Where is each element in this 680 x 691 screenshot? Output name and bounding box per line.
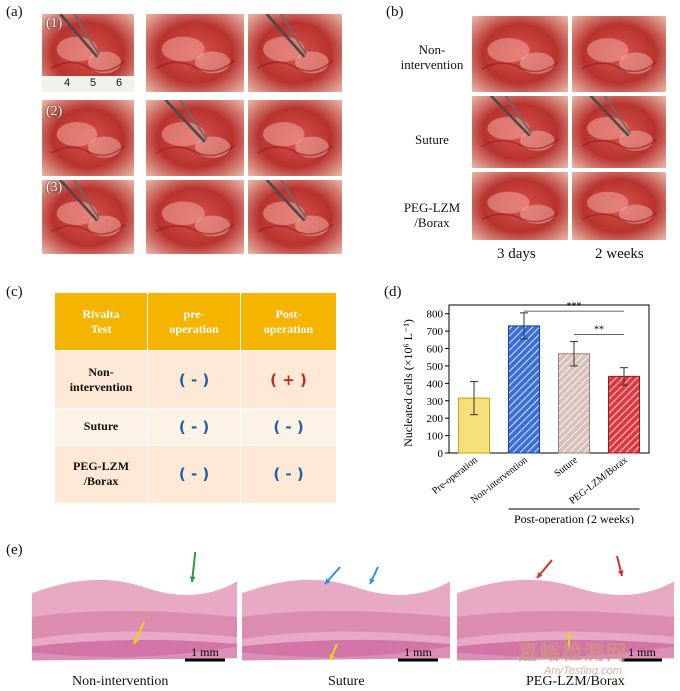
ruler-number: 5 <box>90 77 97 89</box>
row-label-non-intervention: Non- intervention <box>400 42 464 72</box>
bar <box>608 375 640 454</box>
table-row: Non- intervention ( - ) ( + ) <box>53 350 337 410</box>
panel-label-c: (c) <box>6 284 23 300</box>
row-label: Non- intervention <box>53 350 149 410</box>
surgery-photo <box>42 100 134 176</box>
header-rivalta-test: Rivalta Test <box>53 291 149 352</box>
arrow-head-icon <box>133 638 139 644</box>
healing-photo <box>572 16 666 92</box>
x-group-label: Post-operation (2 weeks) <box>514 512 634 524</box>
post-result: ( - ) <box>240 408 337 446</box>
significance-label: ** <box>594 325 604 336</box>
arrow-head-icon <box>537 572 543 578</box>
y-tick-label: 400 <box>427 378 444 390</box>
nucleated-cells-bar-chart: Nucleated cells (×10⁶ L⁻¹) 0 100 200 300 400… <box>401 301 650 524</box>
table-row: PEG-LZM /Borax ( - ) ( - ) <box>53 444 337 505</box>
negative-result: ( - ) <box>178 417 210 436</box>
watermark-en: AnyTesting.com <box>544 665 622 677</box>
y-tick-label: 0 <box>438 448 444 460</box>
healing-photo <box>572 172 666 240</box>
scale-bar-label: 1 mm <box>404 645 432 659</box>
header-pre-operation: pre- operation <box>147 291 242 352</box>
bar <box>558 353 590 454</box>
y-tick-label: 600 <box>427 344 444 356</box>
table-row: Suture ( - ) ( - ) <box>53 408 337 446</box>
arrow-head-icon <box>329 654 335 660</box>
pre-result: ( - ) <box>147 444 242 505</box>
y-tick-label: 700 <box>427 326 444 338</box>
healing-photo <box>472 16 568 92</box>
watermark-cn: 嘉峪检测网 <box>518 640 628 664</box>
rivalta-table: Rivalta Test pre- operation Post- operat… <box>53 291 337 505</box>
watermark: 嘉峪检测网 AnyTesting.com <box>518 636 628 677</box>
histology-non-intervention: 1 mm <box>32 552 237 670</box>
ruler-number: 4 <box>64 77 71 89</box>
x-tick-label: Suture <box>553 454 581 479</box>
arrow-head-icon <box>189 576 196 582</box>
negative-result: ( - ) <box>178 465 210 484</box>
post-result: ( - ) <box>240 444 337 505</box>
panel-label-e: (e) <box>6 542 23 558</box>
row-label: PEG-LZM /Borax <box>53 444 149 505</box>
healing-photo <box>572 96 666 168</box>
scale-bar-label: 1 mm <box>191 645 219 659</box>
header-post-operation: Post- operation <box>240 291 337 352</box>
arrow-head-icon <box>566 632 572 638</box>
pre-result: ( - ) <box>147 350 242 410</box>
column-label-3-days: 3 days <box>497 246 536 262</box>
surgery-photo <box>248 100 342 176</box>
arrow-head-icon <box>369 578 375 584</box>
row-label-3: (3) <box>46 180 63 195</box>
x-tick-label: Pre-operation <box>430 455 480 497</box>
surgery-photo <box>146 100 244 176</box>
negative-result: ( - ) <box>273 417 304 436</box>
y-axis-label: Nucleated cells (×10⁶ L⁻¹) <box>401 319 415 447</box>
y-tick-label: 500 <box>427 361 444 373</box>
ruler: 4 5 6 <box>42 76 134 92</box>
post-result: ( + ) <box>240 350 337 410</box>
caption-non-intervention: Non-intervention <box>72 674 169 689</box>
plot-frame <box>448 304 650 454</box>
bar <box>508 325 540 454</box>
histology-suture: 1 mm <box>242 552 450 670</box>
y-tick-label: 100 <box>427 431 444 443</box>
negative-result: ( - ) <box>273 465 304 484</box>
scale-bar-label: 1 mm <box>628 645 656 659</box>
panel-label-d: (d) <box>384 284 402 300</box>
surgery-photo <box>146 180 244 254</box>
arrow-head-icon <box>617 570 624 576</box>
positive-result: ( + ) <box>270 370 307 389</box>
row-label-peg-lzm-borax: PEG-LZM /Borax <box>403 200 461 230</box>
negative-result: ( - ) <box>178 370 210 389</box>
surgery-photo <box>42 180 134 254</box>
surgery-photo <box>248 180 342 254</box>
row-label-2: (2) <box>46 104 63 119</box>
histology-peg-lzm-borax: 1 mm <box>457 552 674 670</box>
y-tick-label: 200 <box>427 413 444 425</box>
caption-suture: Suture <box>328 674 365 689</box>
y-tick-label: 300 <box>427 396 444 408</box>
pre-result: ( - ) <box>147 408 242 446</box>
panel-label-b: (b) <box>386 4 404 20</box>
arrow-head-icon <box>325 578 331 584</box>
table-header-row: Rivalta Test pre- operation Post- operat… <box>53 291 337 352</box>
healing-photo <box>472 172 568 240</box>
column-label-2-weeks: 2 weeks <box>595 246 644 262</box>
surgery-photo <box>146 14 244 92</box>
panel-label-a: (a) <box>6 4 23 20</box>
row-label: Suture <box>53 408 149 446</box>
y-tick-label: 800 <box>427 309 444 321</box>
arrow-icon <box>191 552 197 583</box>
row-label-suture: Suture <box>415 132 449 147</box>
healing-photo <box>472 96 568 168</box>
caption-peg-lzm-borax: PEG-LZM/Borax <box>526 674 625 689</box>
row-label-1: (1) <box>46 16 63 31</box>
surgery-photo <box>248 14 342 92</box>
significance-label: *** <box>567 301 582 312</box>
ruler-number: 6 <box>116 77 123 89</box>
